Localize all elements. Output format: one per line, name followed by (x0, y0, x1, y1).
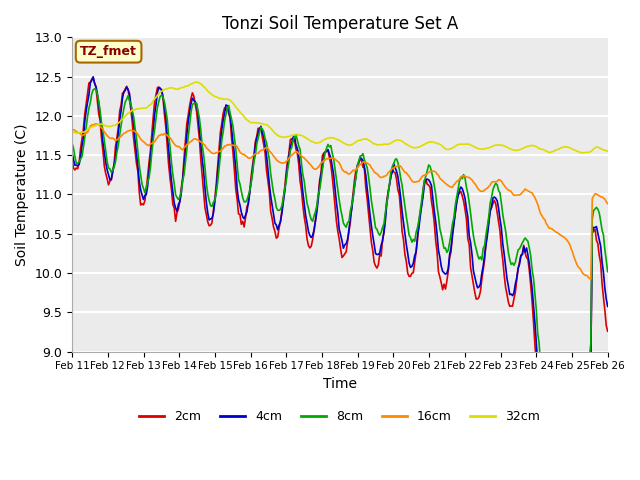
Line: 32cm: 32cm (72, 82, 607, 153)
16cm (587, 276, 595, 282)
16cm (68, 127, 76, 132)
Text: TZ_fmet: TZ_fmet (80, 45, 137, 58)
8cm (91, 86, 99, 92)
32cm (604, 148, 611, 154)
4cm (451, 210, 459, 216)
8cm (604, 269, 611, 275)
4cm (105, 172, 113, 178)
16cm (86, 123, 94, 129)
2cm (531, 342, 539, 348)
16cm (604, 201, 611, 206)
8cm (105, 165, 113, 171)
X-axis label: Time: Time (323, 377, 357, 391)
32cm (602, 148, 610, 154)
Line: 2cm: 2cm (72, 77, 607, 480)
32cm (531, 144, 539, 149)
Legend: 2cm, 4cm, 8cm, 16cm, 32cm: 2cm, 4cm, 8cm, 16cm, 32cm (134, 405, 545, 428)
Line: 8cm: 8cm (72, 89, 607, 428)
2cm (602, 323, 610, 328)
8cm (68, 141, 76, 146)
2cm (105, 182, 113, 188)
8cm (86, 100, 94, 106)
16cm (92, 121, 100, 127)
8cm (345, 218, 353, 224)
8cm (602, 257, 610, 263)
32cm (451, 144, 459, 149)
2cm (572, 477, 579, 480)
16cm (451, 180, 459, 186)
4cm (573, 463, 580, 469)
4cm (86, 80, 94, 85)
32cm (86, 125, 94, 131)
8cm (575, 425, 582, 431)
16cm (531, 195, 539, 201)
2cm (68, 157, 76, 163)
4cm (604, 303, 611, 309)
4cm (531, 320, 539, 325)
2cm (345, 228, 353, 234)
32cm (68, 129, 76, 134)
8cm (451, 203, 459, 208)
4cm (90, 74, 97, 80)
32cm (345, 142, 353, 148)
16cm (345, 171, 353, 177)
8cm (531, 291, 539, 297)
32cm (193, 79, 200, 85)
4cm (68, 150, 76, 156)
2cm (451, 211, 459, 217)
4cm (602, 296, 610, 301)
32cm (579, 150, 586, 156)
2cm (86, 79, 94, 85)
Title: Tonzi Soil Temperature Set A: Tonzi Soil Temperature Set A (222, 15, 458, 33)
2cm (90, 74, 97, 80)
Line: 16cm: 16cm (72, 124, 607, 279)
Y-axis label: Soil Temperature (C): Soil Temperature (C) (15, 123, 29, 265)
16cm (602, 199, 610, 204)
Line: 4cm: 4cm (72, 77, 607, 466)
4cm (345, 227, 353, 233)
2cm (604, 328, 611, 334)
16cm (105, 134, 113, 140)
32cm (103, 123, 111, 129)
